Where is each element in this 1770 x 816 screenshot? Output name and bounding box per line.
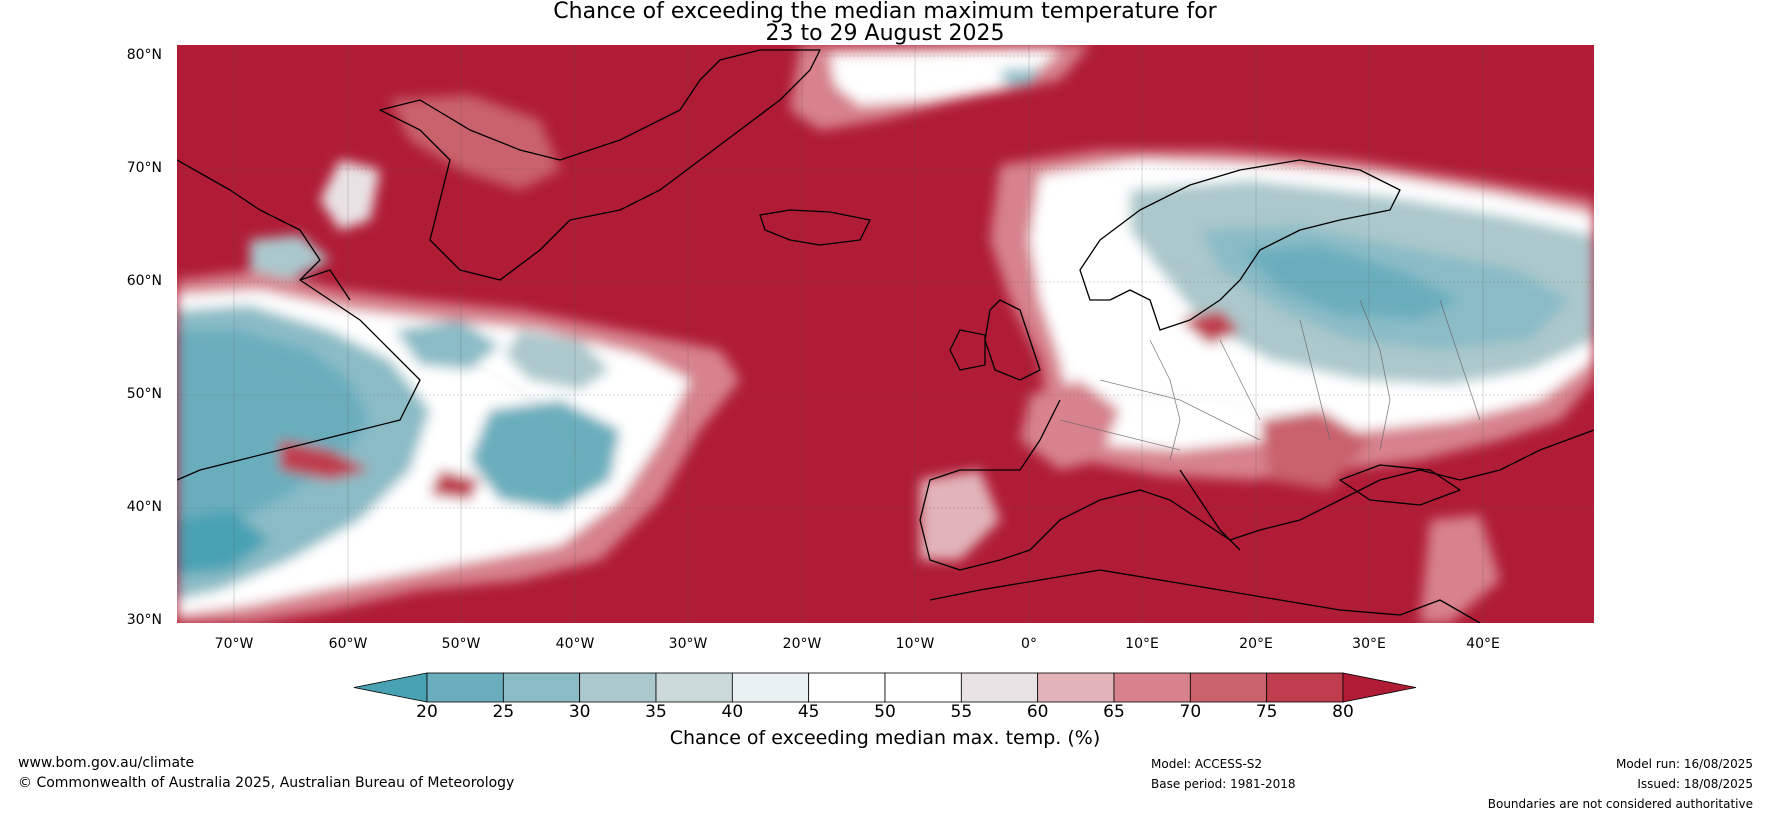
greenland-coast	[379, 49, 821, 281]
colorbar	[353, 672, 1417, 703]
scandinavia-coast	[1079, 159, 1401, 331]
lon-label-10e: 10°E	[1125, 636, 1159, 652]
colorbar-segment	[502, 672, 581, 703]
contour-lines	[199, 259, 1451, 461]
iceland-coast	[759, 209, 871, 246]
lon-label-10w: 10°W	[895, 636, 935, 652]
graticule	[177, 45, 1594, 623]
colorbar-tick-label: 20	[416, 702, 438, 722]
lon-label-40w: 40°W	[555, 636, 595, 652]
lat-label-50n: 50°N	[126, 386, 162, 402]
lon-label-20e: 20°E	[1239, 636, 1273, 652]
lon-label-0: 0°	[1021, 636, 1037, 652]
colorbar-tick-label: 55	[950, 702, 973, 722]
lon-label-30e: 30°E	[1352, 636, 1386, 652]
colorbar-tick-label: 25	[492, 702, 515, 722]
italy-coast	[1179, 469, 1241, 551]
lat-label-80n: 80°N	[126, 47, 162, 63]
footer-base-period: Base period: 1981-2018	[1151, 777, 1296, 791]
ireland-coast	[949, 329, 986, 371]
colorbar-segment	[808, 672, 886, 703]
colorbar-label: Chance of exceeding median max. temp. (%…	[669, 727, 1101, 749]
coastlines	[177, 49, 1594, 623]
colorbar-tick-label: 40	[721, 702, 744, 722]
colorbar-tick-label: 50	[874, 702, 896, 722]
colorbar-tick-label: 75	[1255, 702, 1278, 722]
colorbar-segment	[579, 672, 657, 703]
footer-model: Model: ACCESS-S2	[1151, 757, 1263, 771]
colorbar-segment	[731, 672, 810, 703]
colorbar-segment	[1037, 672, 1115, 703]
map-title-line1: Chance of exceeding the median maximum t…	[553, 0, 1217, 24]
map-title-line2: 23 to 29 August 2025	[765, 21, 1005, 46]
labrador-inlet	[299, 269, 351, 301]
lon-label-70w: 70°W	[214, 636, 254, 652]
europe-coast	[919, 399, 1594, 571]
colorbar-extend-high	[1342, 672, 1417, 703]
colorbar-tick-label: 60	[1026, 702, 1049, 722]
footer-disclaimer: Boundaries are not considered authoritat…	[1487, 797, 1753, 811]
footer-issued: Issued: 18/08/2025	[1637, 777, 1753, 791]
colorbar-extend-low	[353, 672, 428, 703]
colorbar-segment	[960, 672, 1039, 703]
colorbar-segment	[884, 672, 962, 703]
north-africa-coast	[929, 569, 1481, 623]
western-atlantic-pattern	[177, 95, 740, 623]
lon-label-30w: 30°W	[668, 636, 708, 652]
colorbar-tick-label: 70	[1179, 702, 1202, 722]
lon-label-40e: 40°E	[1466, 636, 1500, 652]
greenland-sea-pattern	[790, 45, 1090, 130]
colorbar-tick-label: 80	[1332, 702, 1354, 722]
black-sea-coast	[1339, 464, 1461, 506]
footer-model-run: Model run: 16/08/2025	[1615, 757, 1753, 771]
lon-label-20w: 20°W	[782, 636, 822, 652]
colorbar-tick-label: 45	[797, 702, 820, 722]
colorbar-segment	[1189, 672, 1268, 703]
probability-field	[177, 45, 1594, 623]
lat-label-60n: 60°N	[126, 273, 162, 289]
north-america-coast	[177, 159, 421, 481]
lat-label-30n: 30°N	[126, 612, 162, 628]
colorbar-segment	[426, 672, 504, 703]
lon-label-50w: 50°W	[441, 636, 481, 652]
colorbar-tick-label: 30	[568, 702, 591, 722]
lat-label-40n: 40°N	[126, 499, 162, 515]
footer-website: www.bom.gov.au/climate	[18, 755, 195, 771]
lon-label-60w: 60°W	[328, 636, 368, 652]
colorbar-segment	[1113, 672, 1191, 703]
lat-label-70n: 70°N	[126, 160, 162, 176]
europe-pattern	[920, 150, 1594, 623]
colorbar-tick-label: 65	[1103, 702, 1125, 722]
country-borders	[1059, 299, 1481, 461]
colorbar-tick-label: 35	[645, 702, 667, 722]
colorbar-segment	[1266, 672, 1344, 703]
footer-copyright: © Commonwealth of Australia 2025, Austra…	[18, 775, 515, 791]
colorbar-segment	[655, 672, 733, 703]
great-britain-coast	[984, 299, 1041, 381]
